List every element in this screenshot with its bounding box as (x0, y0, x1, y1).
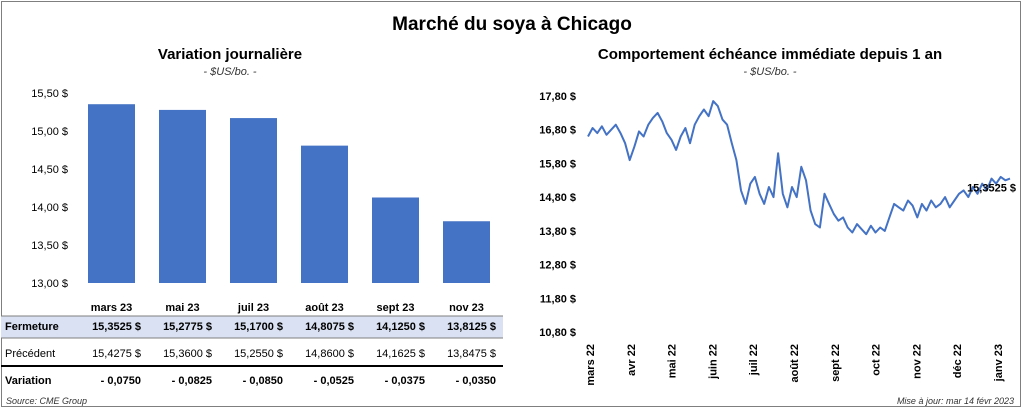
table-cell: - 0,0825 (172, 375, 212, 387)
price-table: Fermeture 15,3525 $ 15,2775 $ 15,1700 $ 14,8… (1, 315, 503, 387)
y-tick-label: 14,50 $ (31, 164, 68, 176)
x-tick-label: mai 23 (165, 302, 199, 314)
table-cell: 15,3525 $ (92, 321, 141, 333)
table-cell: - 0,0375 (385, 375, 425, 387)
x-tick-label: août 22 (789, 344, 801, 383)
table-row-label: Variation (5, 375, 52, 387)
bar (230, 118, 277, 283)
bar (301, 145, 348, 283)
y-tick-label: 12,80 $ (539, 260, 576, 272)
y-tick-label: 13,50 $ (31, 240, 68, 252)
x-tick-label: déc 22 (952, 344, 964, 378)
table-cell: 15,4275 $ (92, 348, 141, 360)
table-row-highlight (1, 316, 503, 338)
y-tick-label: 14,80 $ (539, 192, 576, 204)
x-tick-label: nov 23 (449, 302, 484, 314)
x-tick-label: janv 23 (993, 344, 1005, 382)
table-cell: 13,8475 $ (447, 348, 496, 360)
table-cell: 15,2550 $ (234, 348, 283, 360)
x-tick-label: mars 22 (585, 344, 597, 386)
table-cell: 15,3600 $ (163, 348, 212, 360)
y-tick-label: 15,80 $ (539, 158, 576, 170)
table-cell: - 0,0750 (101, 375, 141, 387)
x-tick-label: juin 22 (707, 344, 719, 380)
table-row-label: Fermeture (5, 321, 59, 333)
x-tick-label: nov 22 (911, 344, 923, 379)
update-note: Mise à jour: mar 14 févr 2023 (896, 396, 1014, 406)
bar (443, 221, 490, 283)
x-tick-label: août 23 (305, 302, 344, 314)
y-tick-label: 10,80 $ (539, 327, 576, 339)
bar (88, 104, 135, 284)
table-cell: 14,1625 $ (376, 348, 425, 360)
table-cell: 14,8075 $ (305, 321, 354, 333)
table-cell: 14,8600 $ (305, 348, 354, 360)
x-tick-label: mars 23 (91, 302, 133, 314)
table-row-label: Précédent (5, 348, 55, 360)
y-tick-label: 13,80 $ (539, 226, 576, 238)
source-note: Source: CME Group (6, 396, 88, 406)
right-chart-subtitle: - $US/bo. - (743, 66, 797, 78)
left-chart-subtitle: - $US/bo. - (203, 66, 257, 78)
x-tick-label: oct 22 (871, 344, 883, 376)
table-cell: - 0,0850 (243, 375, 283, 387)
main-title: Marché du soya à Chicago (392, 14, 632, 35)
y-tick-label: 13,00 $ (31, 278, 68, 290)
table-cell: 15,2775 $ (163, 321, 212, 333)
left-chart-title: Variation journalière (157, 46, 303, 63)
table-cell: 15,1700 $ (234, 321, 283, 333)
right-chart-title: Comportement échéance immédiate depuis 1… (597, 46, 943, 63)
table-cell: 14,1250 $ (376, 321, 425, 333)
table-cell: - 0,0350 (456, 375, 496, 387)
last-value-label: 15,3525 $ (967, 183, 1016, 195)
y-tick-label: 15,50 $ (31, 88, 68, 100)
y-tick-label: 16,80 $ (539, 125, 576, 137)
x-tick-label: avr 22 (626, 344, 638, 376)
y-tick-label: 14,00 $ (31, 202, 68, 214)
right-line-chart: 10,80 $ 11,80 $ 12,80 $ 13,80 $ 14,80 $ 15,80… (539, 91, 1016, 386)
y-tick-label: 11,80 $ (540, 293, 576, 305)
x-tick-label: juil 22 (748, 344, 760, 376)
series-line (587, 100, 1011, 236)
left-bar-chart: 13,00 $ 13,50 $ 14,00 $ 14,50 $ 15,00 $ 15,50… (31, 88, 490, 314)
table-cell: 13,8125 $ (447, 321, 496, 333)
bar (159, 109, 206, 283)
bar (372, 197, 419, 283)
y-tick-label: 15,00 $ (31, 126, 68, 138)
table-cell: - 0,0525 (314, 375, 354, 387)
x-tick-label: juil 23 (237, 302, 269, 314)
x-tick-label: sept 23 (377, 302, 415, 314)
x-tick-label: sept 22 (830, 344, 842, 382)
y-tick-label: 17,80 $ (539, 91, 576, 103)
x-tick-label: mai 22 (667, 344, 679, 378)
